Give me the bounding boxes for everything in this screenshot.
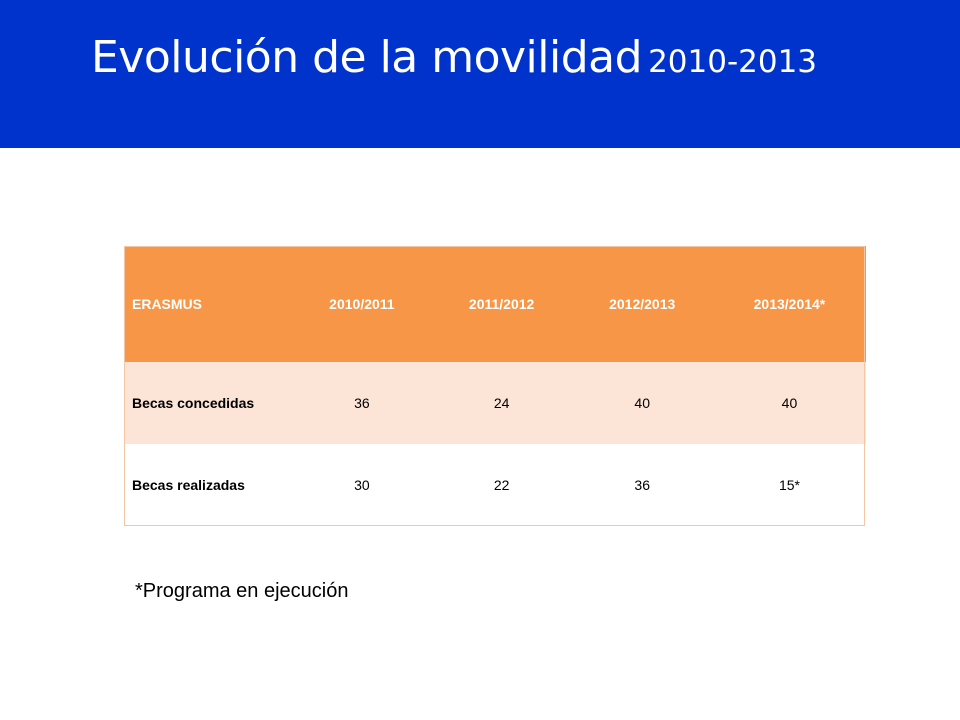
- table-cell: 40: [781, 395, 798, 411]
- table-cell: 24: [493, 395, 510, 411]
- table-cell: 40: [634, 395, 650, 411]
- table-cell: 15*: [778, 477, 800, 493]
- table-cell: 36: [634, 477, 650, 493]
- row-label-becas-realizadas: Becas realizadas: [132, 477, 245, 493]
- footnote: *Programa en ejecución: [135, 580, 349, 602]
- table-cell: 22: [493, 477, 510, 493]
- header-cell-program: ERASMUS: [132, 296, 203, 312]
- title-bar: Evolución de la movilidad 2010-2013: [0, 0, 960, 148]
- row-label-becas-concedidas: Becas concedidas: [132, 395, 255, 411]
- table-header-row: ERASMUS 2010/2011 2011/2012 2012/2013 20…: [124, 246, 866, 362]
- header-cell-year: 2010/2011: [329, 296, 395, 312]
- slide-title: Evolución de la movilidad 2010-2013: [91, 36, 817, 80]
- slide-title-main: Evolución de la movilidad: [91, 32, 643, 83]
- header-cell-year: 2013/2014*: [753, 296, 826, 312]
- slide-title-years: 2010-2013: [648, 44, 818, 80]
- table-cell: 30: [354, 477, 370, 493]
- header-cell-year: 2011/2012: [468, 296, 535, 312]
- erasmus-table: ERASMUS 2010/2011 2011/2012 2012/2013 20…: [124, 246, 866, 526]
- table-cell: 36: [354, 395, 370, 411]
- table-row: Becas concedidas 36 24 40 40: [124, 362, 866, 444]
- table-row: Becas realizadas 30 22 36 15*: [124, 444, 866, 526]
- header-cell-year: 2012/2013: [609, 296, 676, 312]
